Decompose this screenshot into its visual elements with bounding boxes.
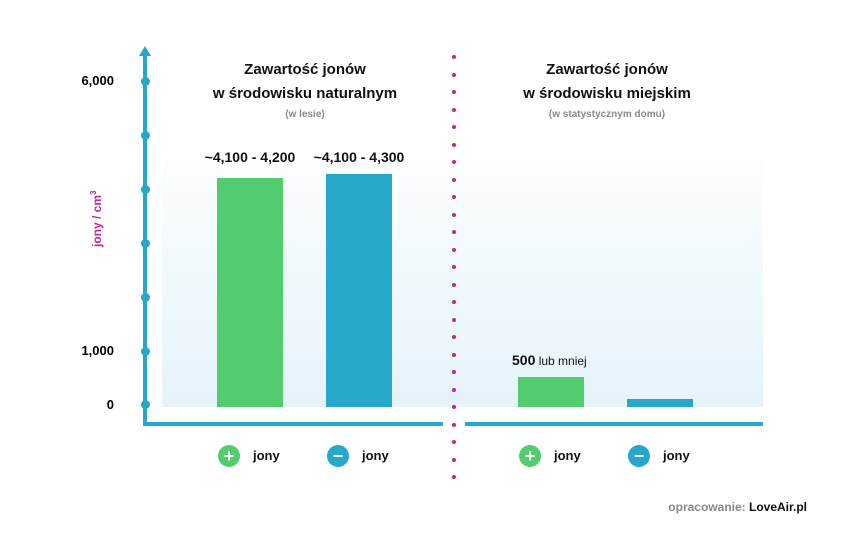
- y-tick: [140, 131, 150, 140]
- bar-left-positive: [217, 178, 283, 407]
- legend-label-positive: jony: [554, 448, 581, 463]
- separator-dot: [452, 107, 456, 112]
- separator-dot: [452, 247, 456, 252]
- y-tick-label-0: 0: [106, 397, 114, 412]
- separator-dot: [452, 335, 456, 339]
- separator-dot: [452, 457, 456, 462]
- minus-icon: −: [327, 445, 349, 467]
- separator-dot: [452, 55, 456, 59]
- bar-left-negative: [326, 174, 392, 407]
- x-axis-right: [465, 422, 763, 426]
- right-panel-title: Zawartość jonów w środowisku miejskim: [523, 61, 691, 102]
- y-tick: [140, 185, 150, 194]
- separator-dot: [452, 90, 456, 94]
- y-tick-label-1000: 1,000: [81, 343, 114, 358]
- minus-icon: −: [628, 445, 650, 467]
- legend-label-positive: jony: [253, 448, 280, 463]
- separator-dot: [452, 177, 456, 182]
- separator-dot: [452, 317, 456, 322]
- separator-dot: [452, 422, 456, 427]
- separator-dot: [452, 387, 456, 392]
- bar-label-right-positive: 500 lub mniej: [512, 352, 587, 368]
- y-tick-label-6000: 6,000: [81, 73, 114, 88]
- y-tick: [140, 239, 150, 248]
- plus-icon: +: [218, 445, 240, 467]
- y-axis-arrow-icon: [139, 46, 151, 56]
- left-panel-subtitle: (w lesie): [285, 109, 325, 120]
- left-panel-title: Zawartość jonów w środowisku naturalnym: [212, 61, 398, 102]
- y-tick: [140, 400, 150, 409]
- separator-dot: [452, 352, 456, 357]
- bar-right-positive: [518, 377, 584, 407]
- right-panel-subtitle: (w statystycznym domu): [548, 109, 666, 120]
- separator-dot: [452, 440, 456, 444]
- legend-label-negative: jony: [663, 448, 690, 463]
- x-axis-left: [143, 422, 443, 426]
- separator-dot: [452, 212, 456, 217]
- separator-dot: [452, 475, 456, 479]
- y-axis-title: jony / cm3: [89, 190, 104, 247]
- legend-label-negative: jony: [362, 448, 389, 463]
- bar-label-left-positive: ~4,100 - 4,200: [204, 149, 296, 165]
- plus-icon: +: [519, 445, 541, 467]
- y-tick: [140, 347, 150, 356]
- y-tick: [140, 77, 150, 86]
- credit: opracowanie: LoveAir.pl: [668, 500, 807, 514]
- separator-dot: [452, 72, 456, 77]
- separator-dot: [452, 300, 456, 304]
- separator-dot: [452, 282, 456, 287]
- bar-label-left-negative: ~4,100 - 4,300: [313, 149, 405, 165]
- separator-dot: [452, 405, 456, 409]
- separator-dot: [452, 142, 456, 147]
- separator-dot: [452, 160, 456, 164]
- credit-brand-link[interactable]: LoveAir.pl: [748, 500, 807, 514]
- bar-right-negative: [627, 399, 693, 407]
- separator-dot: [452, 230, 456, 234]
- separator-dot: [452, 125, 456, 129]
- y-tick: [140, 293, 150, 302]
- separator-dot: [452, 370, 456, 374]
- separator-dot: [452, 265, 456, 269]
- separator-dot: [452, 195, 456, 199]
